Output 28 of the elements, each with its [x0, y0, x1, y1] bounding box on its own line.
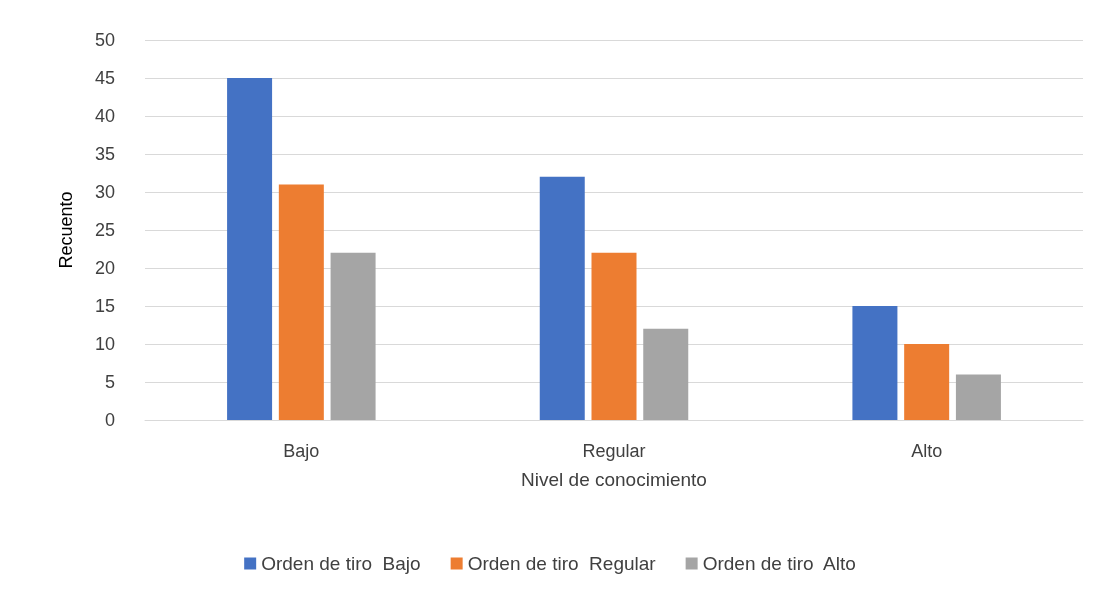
bar: [904, 344, 950, 420]
bar: [278, 184, 324, 420]
x-tick-label: Bajo: [283, 441, 320, 461]
legend-label: Orden de tiro Bajo: [261, 553, 421, 574]
y-tick-label: 35: [94, 144, 115, 164]
y-tick-label: 10: [94, 334, 115, 354]
x-tick-label: Regular: [582, 441, 646, 461]
x-tick-label: Alto: [911, 441, 943, 461]
bar: [591, 252, 637, 420]
y-tick-label: 15: [94, 296, 115, 316]
y-tick-label: 0: [104, 410, 115, 430]
bar: [539, 176, 585, 420]
y-tick-label: 50: [94, 30, 115, 50]
y-tick-label: 20: [94, 258, 115, 278]
y-tick-label: 45: [94, 68, 115, 88]
bar: [852, 306, 898, 420]
y-tick-label: 5: [104, 372, 115, 392]
legend-label: Orden de tiro Alto: [702, 553, 856, 574]
y-axis-title: Recuento: [56, 191, 76, 269]
y-tick-label: 40: [94, 106, 115, 126]
bar: [330, 252, 376, 420]
y-tick-label: 30: [94, 182, 115, 202]
bar: [227, 78, 273, 420]
x-axis-title: Nivel de conocimiento: [521, 469, 707, 490]
y-tick-label: 25: [94, 220, 115, 240]
bar: [955, 374, 1001, 420]
bar: [643, 328, 689, 420]
legend-label: Orden de tiro Regular: [467, 553, 657, 574]
